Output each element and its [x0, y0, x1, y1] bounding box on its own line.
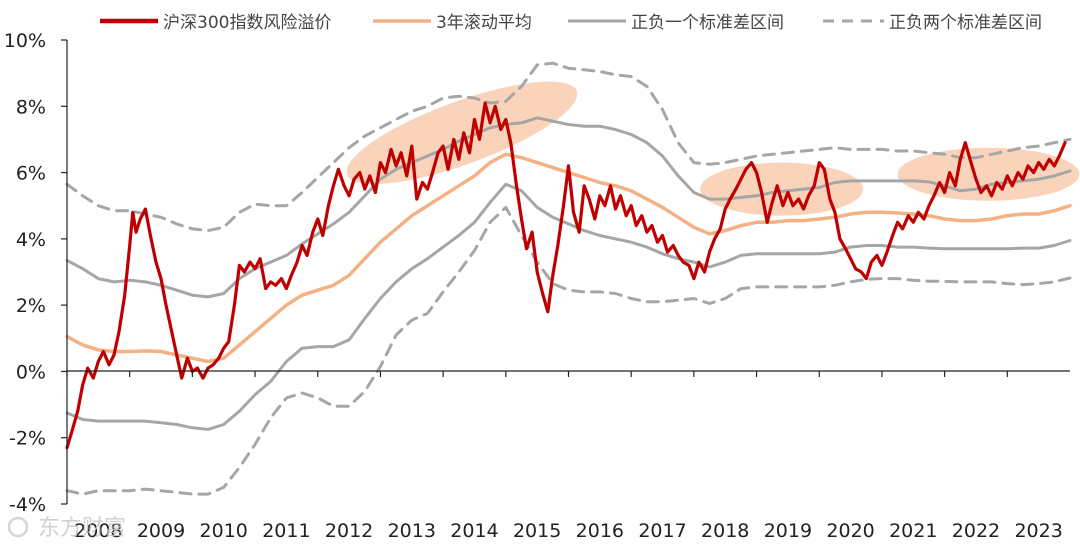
y-tick-label: 2%	[16, 295, 46, 317]
x-tick-label: 2011	[262, 520, 310, 542]
y-tick-label: 6%	[16, 163, 46, 185]
y-tick-label: -4%	[9, 494, 46, 516]
x-tick-label: 2018	[701, 520, 749, 542]
x-tick-label: 2014	[450, 520, 498, 542]
risk-premium-line	[65, 101, 1067, 450]
x-tick-label: 2020	[826, 520, 874, 542]
legend-label-premium: 沪深300指数风险溢价	[163, 13, 331, 33]
x-tick-label: 2019	[764, 520, 812, 542]
x-tick-label: 2021	[889, 520, 937, 542]
watermark: 东方财富	[7, 516, 126, 541]
y-tick-label: 4%	[16, 229, 46, 251]
x-tick-label: 2023	[1014, 520, 1062, 542]
x-tick-label: 2009	[137, 520, 185, 542]
x-tick-label: 2015	[513, 520, 561, 542]
x-ticks: 2008 2009 2010 2011 2012 2013 2014 2015 2016 2017…	[66, 371, 1063, 542]
x-tick-label: 2010	[200, 520, 248, 542]
y-tick-label: 0%	[16, 361, 46, 383]
legend-item-premium: 沪深300指数风险溢价	[100, 13, 331, 33]
legend: 沪深300指数风险溢价 3年滚动平均 正负一个标准差区间 正负两个标准差区间	[100, 13, 1042, 33]
x-tick-label: 2008	[74, 520, 122, 542]
two-sd-lower-line	[65, 205, 1072, 496]
watermark-text: 东方财富	[38, 516, 126, 541]
series-layer	[65, 61, 1072, 496]
legend-label-one-sd: 正负一个标准差区间	[631, 13, 784, 33]
legend-item-two-sd: 正负两个标准差区间	[823, 13, 1042, 33]
highlight-ellipse-1	[346, 81, 578, 185]
legend-item-one-sd: 正负一个标准差区间	[568, 13, 784, 33]
one-sd-upper-line	[65, 116, 1072, 299]
y-tick-label: 10%	[4, 30, 46, 52]
x-tick-label: 2017	[638, 520, 686, 542]
x-tick-label: 2013	[388, 520, 436, 542]
logo-icon	[7, 516, 29, 538]
two-sd-upper-line	[65, 61, 1072, 233]
y-tick-label: 8%	[16, 96, 46, 118]
y-ticks: -4% -2% 0% 2% 4% 6% 8% 10%	[4, 30, 67, 516]
x-tick-label: 2016	[576, 520, 624, 542]
one-sd-lower-line	[65, 182, 1072, 431]
y-tick-label: -2%	[9, 428, 46, 450]
legend-item-rolling-avg: 3年滚动平均	[373, 13, 532, 33]
legend-label-two-sd: 正负两个标准差区间	[889, 13, 1042, 33]
legend-label-rolling-avg: 3年滚动平均	[436, 13, 532, 33]
x-tick-label: 2012	[325, 520, 373, 542]
x-tick-label: 2022	[952, 520, 1000, 542]
